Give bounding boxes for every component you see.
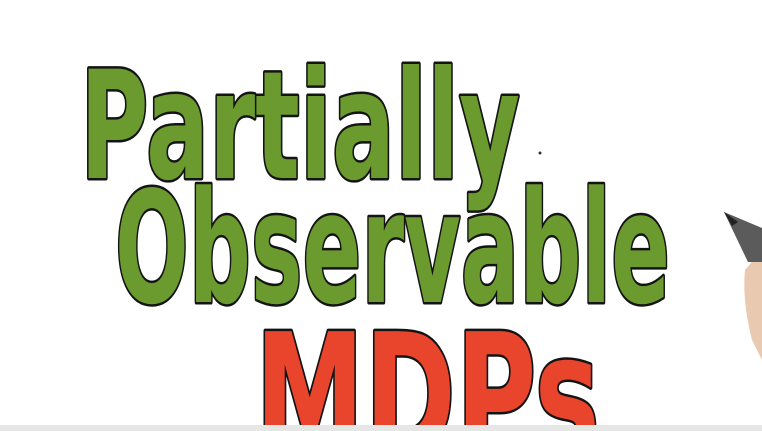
progress-bar (0, 425, 762, 431)
pen-hand (724, 212, 762, 360)
ink-dot (538, 151, 542, 155)
title-line: MDPs (255, 298, 600, 431)
title-line: Partially (80, 40, 520, 214)
title-line: Observable (115, 158, 670, 339)
